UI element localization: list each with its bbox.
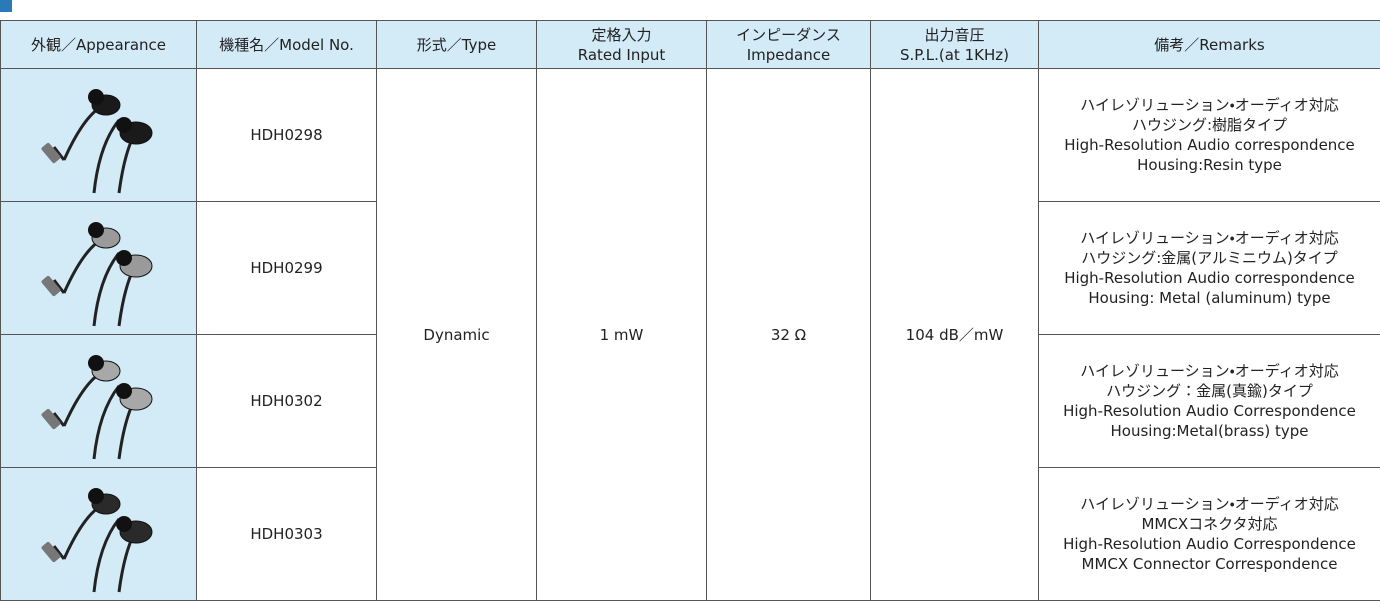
model-cell: HDH0299 <box>196 201 377 335</box>
header-cell: インピーダンス Impedance <box>706 20 871 69</box>
spec-table: 外観／Appearance 機種名／Model No. 形式／Type 定格入力 Rat… <box>0 20 1380 601</box>
table-row: HDH0302 ハイレゾリューション・オーディオ対応 ハウジング：金属(真鍮)タイプ… <box>0 334 1380 468</box>
text-line: ハイレゾリューション・オーディオ対応 <box>1080 96 1339 114</box>
appearance-cell <box>0 201 197 335</box>
rated-input-cell: 1 mW <box>536 68 707 601</box>
impedance-cell: 32 Ω <box>706 68 871 601</box>
header-row: 外観／Appearance 機種名／Model No. 形式／Type 定格入力 Rat… <box>0 20 1380 69</box>
text-line: 形式／Type <box>416 35 497 54</box>
text-line: ハウジング：金属(真鍮)タイプ <box>1106 382 1313 400</box>
appearance-cell <box>0 467 197 601</box>
earphone-image <box>41 355 152 460</box>
remarks-cell: ハイレゾリューション・オーディオ対応 ハウジング:樹脂タイプ High-Resolu… <box>1038 68 1380 202</box>
text-line: 機種名／Model No. <box>219 35 354 54</box>
text-line: High-Resolution Audio Correspondence <box>1063 535 1356 553</box>
text-line: High-Resolution Audio Correspondence <box>1063 402 1356 420</box>
earphone-image <box>41 488 152 593</box>
table-row: HDH0299 ハイレゾリューション・オーディオ対応 ハウジング:金属(アルミニウム… <box>0 201 1380 335</box>
type-cell: Dynamic <box>376 68 537 601</box>
header-cell: 出力音圧 S.P.L.(at 1KHz) <box>870 20 1039 69</box>
section-marker <box>0 0 12 12</box>
text-line: ハウジング:金属(アルミニウム)タイプ <box>1081 249 1338 267</box>
text-line: S.P.L.(at 1KHz) <box>900 45 1009 64</box>
header-cell: 備考／Remarks <box>1038 20 1380 69</box>
header-cell: 定格入力 Rated Input <box>536 20 707 69</box>
appearance-cell <box>0 68 197 202</box>
text-line: 備考／Remarks <box>1154 35 1265 54</box>
model-cell: HDH0302 <box>196 334 377 468</box>
text-line: インピーダンス <box>736 25 841 44</box>
text-line: ハイレゾリューション・オーディオ対応 <box>1080 495 1339 513</box>
earphone-image <box>41 89 152 194</box>
remarks-cell: ハイレゾリューション・オーディオ対応 MMCXコネクタ対応 High-Resolut… <box>1038 467 1380 601</box>
remarks-cell: ハイレゾリューション・オーディオ対応 ハウジング：金属(真鍮)タイプ High-Re… <box>1038 334 1380 468</box>
text-line: MMCXコネクタ対応 <box>1141 515 1278 533</box>
model-cell: HDH0303 <box>196 467 377 601</box>
text-line: MMCX Connector Correspondence <box>1081 555 1338 573</box>
table-body: HDH0298 Dynamic 1 mW 32 Ω 104 dB／mW ハイレゾリューショ… <box>0 68 1380 601</box>
text-line: High-Resolution Audio correspondence <box>1064 269 1355 287</box>
header-cell: 機種名／Model No. <box>196 20 377 69</box>
table-row: HDH0298 Dynamic 1 mW 32 Ω 104 dB／mW ハイレゾリューショ… <box>0 68 1380 601</box>
earphone-image <box>41 222 152 327</box>
table-row: HDH0303 ハイレゾリューション・オーディオ対応 MMCXコネクタ対応 High-… <box>0 467 1380 601</box>
text-line: Rated Input <box>577 45 666 64</box>
text-line: High-Resolution Audio correspondence <box>1064 136 1355 154</box>
text-line: Housing:Resin type <box>1137 156 1282 174</box>
text-line: 外観／Appearance <box>30 35 167 54</box>
text-line: Impedance <box>746 45 831 64</box>
header-cell: 外観／Appearance <box>0 20 197 69</box>
remarks-cell: ハイレゾリューション・オーディオ対応 ハウジング:金属(アルミニウム)タイプ Hig… <box>1038 201 1380 335</box>
appearance-cell <box>0 334 197 468</box>
text-line: ハイレゾリューション・オーディオ対応 <box>1080 229 1339 247</box>
model-cell: HDH0298 <box>196 68 377 202</box>
text-line: ハイレゾリューション・オーディオ対応 <box>1080 362 1339 380</box>
text-line: Housing:Metal(brass) type <box>1110 422 1309 440</box>
header-cell: 形式／Type <box>376 20 537 69</box>
spl-cell: 104 dB／mW <box>870 68 1039 601</box>
text-line: Housing: Metal (aluminum) type <box>1088 289 1331 307</box>
text-line: 出力音圧 <box>924 25 985 44</box>
text-line: ハウジング:樹脂タイプ <box>1131 116 1288 134</box>
text-line: 定格入力 <box>591 25 652 44</box>
